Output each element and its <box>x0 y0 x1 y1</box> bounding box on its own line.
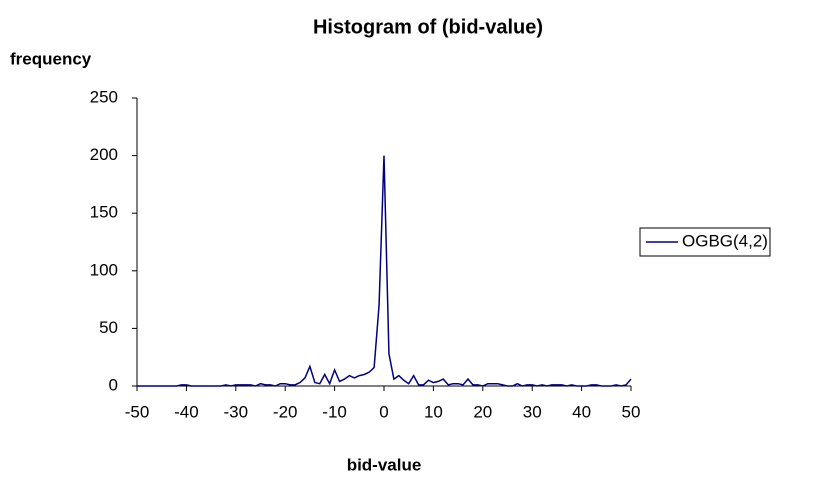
x-tick-label: -50 <box>125 402 150 421</box>
y-tick-label: 0 <box>109 375 118 394</box>
y-tick-label: 50 <box>99 318 118 337</box>
y-axis-label: frequency <box>10 49 92 68</box>
x-tick-label: 30 <box>523 402 542 421</box>
x-tick-label: 40 <box>572 402 591 421</box>
x-tick-label: 10 <box>424 402 443 421</box>
legend-label: OGBG(4,2) <box>682 231 768 250</box>
x-tick-label: -40 <box>174 402 199 421</box>
y-tick-label: 150 <box>90 203 118 222</box>
data-line <box>137 155 632 387</box>
y-tick-label: 250 <box>90 87 118 106</box>
chart-title: Histogram of (bid-value) <box>313 16 543 38</box>
x-tick-label: -10 <box>322 402 347 421</box>
x-tick-label: -30 <box>224 402 249 421</box>
x-tick-label: -20 <box>273 402 298 421</box>
y-tick-label: 100 <box>90 260 118 279</box>
x-axis-label: bid-value <box>347 455 422 474</box>
x-tick-label: 20 <box>473 402 492 421</box>
y-tick-label: 200 <box>90 145 118 164</box>
x-tick-label: 0 <box>379 402 388 421</box>
x-tick-label: 50 <box>622 402 641 421</box>
